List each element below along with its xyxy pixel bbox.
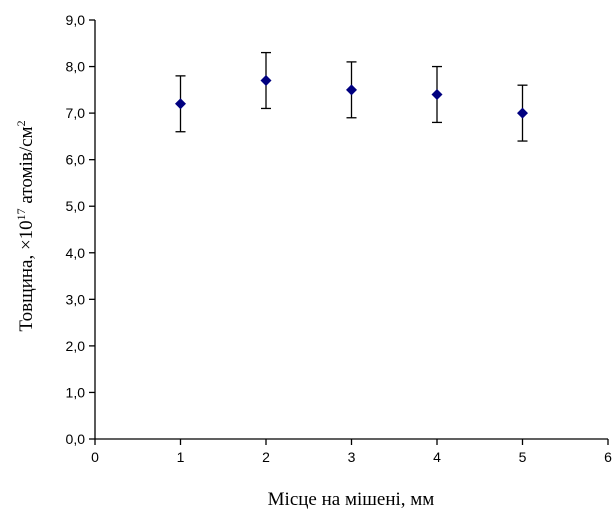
y-axis-title-prefix: Товщина, ×10 xyxy=(16,220,37,331)
x-tick-label: 3 xyxy=(348,449,356,465)
data-point xyxy=(175,98,186,110)
y-tick-label: 8,0 xyxy=(66,59,86,75)
x-tick-label: 2 xyxy=(262,449,270,465)
y-axis-title: Товщина, ×1017 атомів/см2 xyxy=(14,120,37,331)
y-tick-label: 5,0 xyxy=(66,198,86,214)
y-axis-title-unit: атомів/см xyxy=(16,126,37,208)
data-marks xyxy=(175,51,528,142)
x-tick-label: 4 xyxy=(433,449,441,465)
data-point xyxy=(431,88,443,100)
data-point xyxy=(260,75,272,87)
y-axis-title-unit-exponent: 2 xyxy=(14,120,28,126)
y-tick-label: 4,0 xyxy=(66,245,86,261)
y-tick-label: 0,0 xyxy=(66,431,86,447)
x-axis-title: Місце на мішені, мм xyxy=(268,489,435,510)
y-tick-label: 6,0 xyxy=(66,152,86,168)
y-tick-label: 2,0 xyxy=(66,338,86,354)
data-point xyxy=(346,84,357,96)
y-tick-label: 9,0 xyxy=(66,12,86,28)
x-axis-ticks: 0 1 2 3 4 5 6 xyxy=(91,439,612,465)
x-tick-label: 6 xyxy=(604,449,612,465)
y-tick-label: 1,0 xyxy=(66,384,86,400)
x-tick-label: 0 xyxy=(91,449,99,465)
y-tick-label: 3,0 xyxy=(66,291,86,307)
y-axis-title-exponent: 17 xyxy=(14,208,28,220)
x-tick-label: 5 xyxy=(519,449,527,465)
y-tick-label: 7,0 xyxy=(66,105,86,121)
x-tick-label: 1 xyxy=(177,449,185,465)
data-point xyxy=(517,107,528,119)
y-axis-ticks: 0,0 1,0 2,0 3,0 4,0 5,0 6,0 7,0 8,0 9,0 xyxy=(66,12,95,447)
